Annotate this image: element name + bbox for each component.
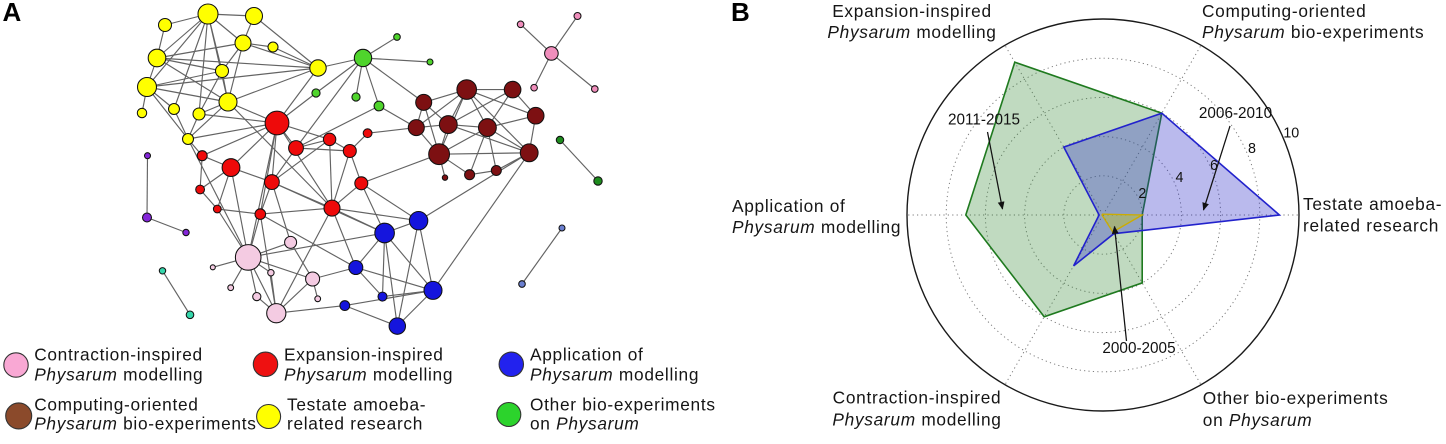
svg-text:4: 4 — [1176, 170, 1184, 186]
svg-text:Computing-oriented: Computing-oriented — [1202, 1, 1366, 21]
svg-text:2000-2005: 2000-2005 — [1102, 340, 1175, 357]
svg-text:related research: related research — [287, 413, 423, 433]
svg-text:Testate amoeba-: Testate amoeba- — [287, 395, 426, 415]
svg-text:Application of: Application of — [530, 345, 644, 365]
svg-text:Physarum modelling: Physarum modelling — [732, 217, 901, 237]
svg-text:Testate amoeba-: Testate amoeba- — [1303, 194, 1442, 214]
svg-text:Other bio-experiments: Other bio-experiments — [1203, 388, 1389, 408]
svg-text:Physarum modelling: Physarum modelling — [827, 22, 996, 42]
svg-text:Contraction-inspired: Contraction-inspired — [34, 345, 203, 365]
svg-text:Physarum modelling: Physarum modelling — [34, 364, 203, 384]
svg-text:2: 2 — [1138, 186, 1146, 202]
svg-text:Expansion-inspired: Expansion-inspired — [832, 1, 992, 21]
svg-text:Physarum modelling: Physarum modelling — [530, 364, 699, 384]
svg-text:10: 10 — [1283, 126, 1299, 142]
svg-text:2011-2015: 2011-2015 — [948, 112, 1020, 129]
svg-text:8: 8 — [1248, 141, 1256, 157]
svg-text:Expansion-inspired: Expansion-inspired — [284, 345, 444, 365]
svg-text:on Physarum: on Physarum — [1203, 410, 1313, 430]
svg-text:Physarum bio-experiments: Physarum bio-experiments — [1202, 22, 1424, 42]
svg-text:B: B — [731, 0, 750, 27]
svg-text:on Physarum: on Physarum — [530, 413, 640, 433]
svg-text:Physarum modelling: Physarum modelling — [284, 364, 453, 384]
svg-text:6: 6 — [1210, 158, 1218, 174]
svg-text:A: A — [3, 0, 22, 27]
svg-text:related research: related research — [1303, 215, 1439, 235]
svg-text:Computing-oriented: Computing-oriented — [34, 395, 198, 415]
svg-text:Other bio-experiments: Other bio-experiments — [530, 395, 716, 415]
svg-text:Physarum bio-experiments: Physarum bio-experiments — [34, 413, 256, 433]
svg-text:Application of: Application of — [732, 196, 846, 216]
svg-text:Contraction-inspired: Contraction-inspired — [833, 388, 1002, 408]
svg-text:2006-2010: 2006-2010 — [1199, 105, 1272, 122]
svg-text:Physarum modelling: Physarum modelling — [832, 410, 1001, 430]
